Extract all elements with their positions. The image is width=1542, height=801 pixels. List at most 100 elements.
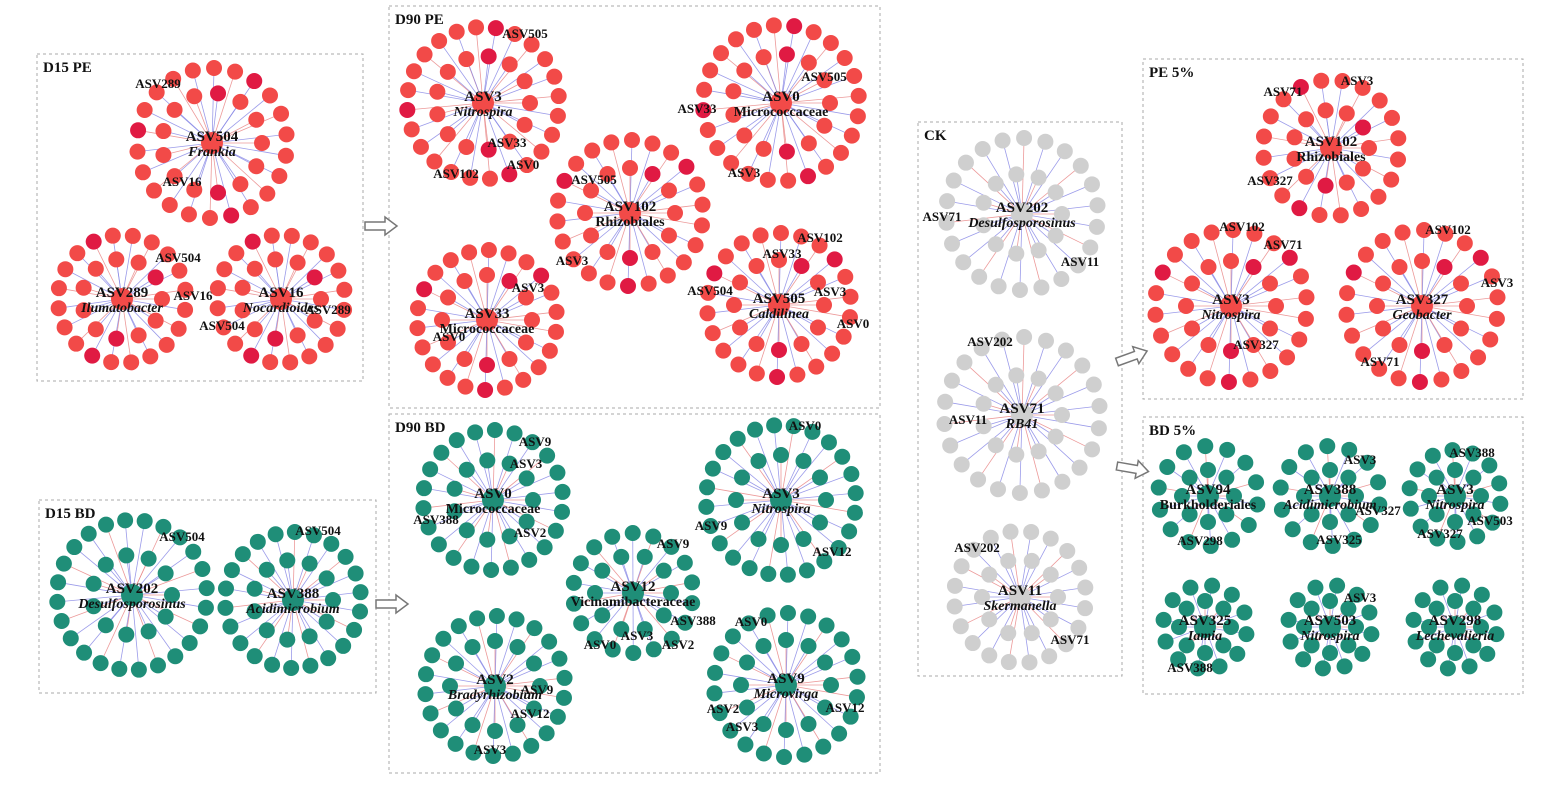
node: [448, 23, 465, 40]
edge: [767, 499, 782, 574]
edge: [735, 39, 782, 104]
edge: [131, 537, 181, 596]
node: [1472, 249, 1489, 266]
node: [1344, 327, 1361, 344]
node: [759, 171, 776, 188]
node: [424, 356, 441, 373]
node: [1011, 484, 1028, 501]
node: [80, 525, 97, 542]
node: [457, 378, 474, 395]
edge: [1207, 305, 1232, 379]
node: [442, 252, 459, 269]
node: [440, 334, 457, 351]
edge: [719, 499, 782, 544]
node: [1317, 177, 1334, 194]
node: [973, 340, 990, 357]
node: [604, 528, 621, 545]
node: [584, 142, 601, 159]
node: [779, 566, 796, 583]
edge: [1298, 147, 1332, 209]
node: [1184, 320, 1201, 337]
node: [75, 302, 92, 319]
node: [532, 678, 548, 694]
node: [987, 175, 1004, 192]
node: [210, 184, 227, 201]
node: [267, 251, 284, 268]
node: [1023, 523, 1040, 540]
node: [1246, 225, 1263, 242]
edge: [211, 142, 268, 194]
node-label: ASV16: [173, 288, 213, 303]
node: [1447, 462, 1463, 478]
node: [736, 127, 753, 144]
hub-label: ASV2: [476, 672, 514, 688]
node: [748, 335, 765, 352]
node: [1077, 579, 1094, 596]
node: [130, 661, 147, 678]
node: [778, 632, 794, 648]
edge: [1421, 305, 1479, 358]
panel-border: [1142, 416, 1524, 695]
node: [676, 554, 693, 571]
node: [660, 227, 677, 244]
node: [248, 158, 265, 175]
node: [644, 166, 661, 183]
node: [694, 196, 711, 213]
node: [953, 456, 970, 473]
node: [1348, 619, 1364, 635]
edge: [778, 233, 782, 306]
edge: [785, 613, 789, 686]
node: [655, 607, 672, 624]
hub-label: ASV504: [186, 129, 239, 145]
edge: [629, 212, 685, 263]
node: [283, 659, 300, 676]
node: [937, 393, 954, 410]
node: [1428, 600, 1445, 617]
panel-d90pe: D90 PEASV3NitrospiraASV505ASV33ASV0ASV10…: [388, 5, 881, 409]
edge: [1330, 147, 1379, 197]
node: [143, 234, 160, 251]
node: [748, 258, 765, 275]
node: [833, 631, 850, 648]
edge: [1156, 292, 1232, 307]
edge: [778, 304, 817, 367]
node: [486, 422, 503, 439]
node: [464, 716, 481, 733]
node-label: ASV0: [837, 316, 870, 331]
node: [336, 301, 353, 318]
node: [283, 227, 300, 244]
node: [159, 246, 176, 263]
node: [161, 196, 178, 213]
hub-label: ASV388: [1304, 482, 1357, 498]
node: [785, 418, 802, 435]
node: [502, 559, 519, 576]
node-label: ASV9: [521, 682, 554, 697]
node: [1390, 370, 1407, 387]
node: [223, 562, 240, 579]
node: [448, 700, 465, 717]
edge: [778, 296, 851, 306]
node: [1197, 438, 1214, 455]
edge: [257, 541, 294, 601]
panel-title: D90 BD: [395, 420, 446, 436]
node: [53, 612, 70, 629]
edge: [292, 599, 344, 647]
node: [800, 638, 817, 655]
node: [786, 18, 803, 35]
node-label: ASV3: [474, 742, 507, 757]
edge: [748, 623, 787, 686]
hub-label: ASV327: [1396, 292, 1449, 308]
hub-node: [1011, 203, 1033, 225]
hub-label: ASV0: [474, 486, 512, 502]
node: [164, 587, 180, 603]
node: [1390, 151, 1407, 168]
node-label: ASV3: [1341, 73, 1374, 88]
node: [793, 335, 810, 352]
node: [526, 620, 543, 637]
node: [640, 275, 657, 292]
node: [687, 237, 704, 254]
node: [485, 747, 502, 764]
edge: [169, 142, 213, 206]
node: [518, 513, 535, 530]
